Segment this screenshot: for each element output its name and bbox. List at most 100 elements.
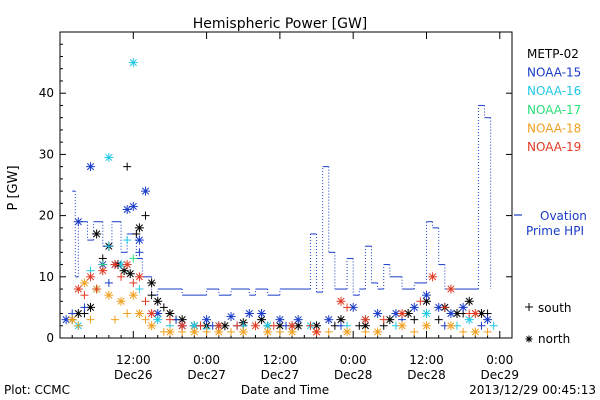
y-axis-label: P [GW] xyxy=(6,165,21,210)
x-tick-label-time: 12:00 xyxy=(263,353,298,367)
ovation-label-line1: Ovation xyxy=(540,209,587,223)
star-marker xyxy=(134,272,144,282)
plus-marker xyxy=(86,315,95,324)
plus-marker xyxy=(123,162,132,171)
star-marker xyxy=(134,223,144,233)
plus-marker xyxy=(147,291,156,300)
plus-marker xyxy=(227,327,236,336)
y-tick-label: 30 xyxy=(39,147,54,161)
plus-marker xyxy=(361,327,370,336)
star-marker xyxy=(428,272,438,282)
star-marker xyxy=(525,335,533,343)
star-marker xyxy=(86,162,96,172)
star-marker xyxy=(125,269,135,279)
star-marker xyxy=(464,296,474,306)
star-marker xyxy=(177,321,187,331)
plus-marker xyxy=(117,272,126,281)
star-marker xyxy=(214,321,224,331)
plus-marker xyxy=(343,303,352,312)
star-marker xyxy=(336,296,346,306)
star-marker xyxy=(312,327,322,337)
plus-marker xyxy=(129,278,138,287)
x-tick-label-date: Dec28 xyxy=(407,368,446,382)
plus-marker xyxy=(465,309,474,318)
star-marker xyxy=(373,327,383,337)
x-tick-label-time: 12:00 xyxy=(409,353,444,367)
star-marker xyxy=(134,235,144,245)
star-marker xyxy=(226,312,236,322)
star-marker xyxy=(122,260,132,270)
south-label: south xyxy=(538,301,572,315)
y-tick-label: 20 xyxy=(39,209,54,223)
star-marker xyxy=(360,315,370,325)
x-tick-label-date: Dec27 xyxy=(187,368,226,382)
star-marker xyxy=(397,321,407,331)
star-marker xyxy=(122,204,132,214)
plus-marker xyxy=(141,211,150,220)
plus-marker xyxy=(104,242,113,251)
plus-marker xyxy=(110,315,119,324)
plus-marker xyxy=(269,321,278,330)
star-marker xyxy=(458,302,468,312)
y-tick-label: 10 xyxy=(39,270,54,284)
star-marker xyxy=(67,315,77,325)
star-marker xyxy=(409,302,419,312)
plus-marker xyxy=(379,315,388,324)
star-marker xyxy=(104,290,114,300)
star-marker xyxy=(421,290,431,300)
x-tick-label-date: Dec26 xyxy=(114,368,153,382)
plus-marker xyxy=(410,327,419,336)
star-marker xyxy=(275,315,285,325)
plus-marker xyxy=(135,248,144,257)
star-marker xyxy=(257,309,267,319)
south-marker-legend: south xyxy=(525,301,572,315)
star-marker xyxy=(79,278,89,288)
y-tick-label: 0 xyxy=(46,331,54,345)
x-tick-label-date: Dec27 xyxy=(261,368,300,382)
star-marker xyxy=(189,327,199,337)
star-marker xyxy=(134,309,144,319)
star-marker xyxy=(141,186,151,196)
x-tick-label-date: Dec29 xyxy=(481,368,520,382)
star-marker xyxy=(153,296,163,306)
plus-marker xyxy=(196,321,205,330)
y-tick-label: 40 xyxy=(39,86,54,100)
plus-marker xyxy=(159,327,168,336)
plus-marker xyxy=(410,315,419,324)
plus-marker xyxy=(489,321,498,330)
footer-left: Plot: CCMC xyxy=(4,383,70,397)
star-marker xyxy=(446,284,456,294)
star-marker xyxy=(348,302,358,312)
star-marker xyxy=(147,278,157,288)
legend-entry: NOAA-15 xyxy=(527,66,581,80)
ovation-label-line2: Prime HPI xyxy=(526,224,584,238)
x-axis-label: Date and Time xyxy=(241,383,329,397)
star-marker xyxy=(293,315,303,325)
x-tick-label-time: 0:00 xyxy=(340,353,367,367)
axis-ticks: 01020304012:00Dec260:00Dec2712:00Dec270:… xyxy=(39,32,519,382)
plus-marker xyxy=(141,297,150,306)
plot-frame xyxy=(59,31,513,339)
star-marker xyxy=(250,321,260,331)
star-marker xyxy=(202,315,212,325)
star-marker xyxy=(446,321,456,331)
x-tick-label-time: 12:00 xyxy=(116,353,151,367)
star-marker xyxy=(263,327,273,337)
star-marker xyxy=(92,229,102,239)
legend-entry: METP-02 xyxy=(527,47,579,61)
star-marker xyxy=(483,315,493,325)
star-marker xyxy=(153,315,163,325)
star-marker xyxy=(98,266,108,276)
legend-entry: NOAA-19 xyxy=(527,140,581,154)
star-marker xyxy=(110,260,120,270)
plus-marker xyxy=(80,303,89,312)
legend-entry: NOAA-16 xyxy=(527,84,581,98)
star-marker xyxy=(238,327,248,337)
star-marker xyxy=(470,327,480,337)
plus-marker xyxy=(355,321,364,330)
plus-marker xyxy=(306,321,315,330)
plus-marker xyxy=(477,321,486,330)
plus-marker xyxy=(202,327,211,336)
plus-marker xyxy=(123,236,132,245)
